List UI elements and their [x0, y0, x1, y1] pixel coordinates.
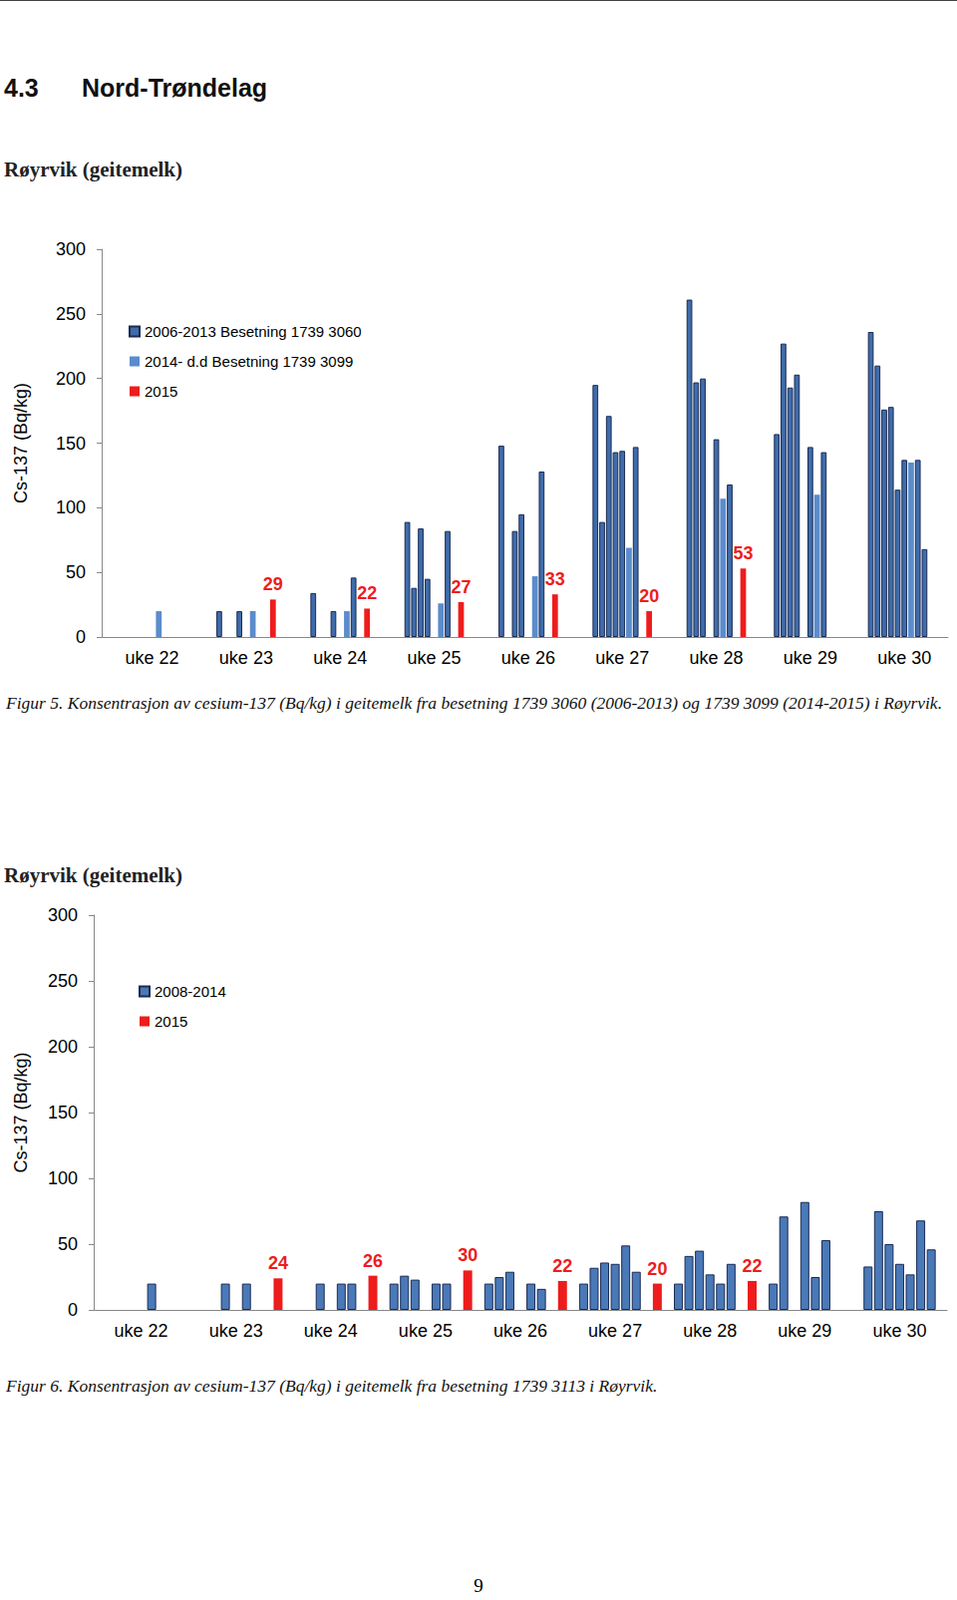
svg-text:2015: 2015	[154, 1012, 188, 1030]
html-text:Røyrvik (geitemelk): Røyrvik (geitemelk)	[3, 157, 183, 182]
svg-text:150: 150	[55, 433, 86, 454]
svg-text:250: 250	[55, 304, 86, 324]
svg-text:26: 26	[362, 1251, 383, 1272]
svg-text:0: 0	[75, 627, 86, 647]
svg-text:uke 28: uke 28	[682, 1320, 737, 1341]
svg-text:200: 200	[47, 1036, 78, 1057]
svg-text:2008-2014: 2008-2014	[154, 982, 227, 1000]
svg-text:uke 25: uke 25	[407, 647, 462, 668]
svg-text:50: 50	[57, 1234, 78, 1255]
svg-text:22: 22	[552, 1256, 573, 1276]
svg-text:300: 300	[47, 905, 78, 926]
svg-text:300: 300	[55, 239, 86, 260]
svg-text:uke 24: uke 24	[313, 647, 367, 668]
html-text:Røyrvik (geitemelk): Røyrvik (geitemelk)	[3, 863, 183, 888]
svg-text:uke 23: uke 23	[209, 1320, 264, 1341]
svg-text:0: 0	[67, 1299, 78, 1320]
svg-text:100: 100	[47, 1168, 78, 1189]
svg-text:22: 22	[356, 583, 377, 604]
svg-text:uke 27: uke 27	[595, 647, 649, 668]
svg-text:24: 24	[268, 1253, 289, 1274]
html-text:Nord-Trøndelag: Nord-Trøndelag	[81, 73, 268, 102]
svg-text:uke 26: uke 26	[493, 1320, 548, 1341]
html-text:9: 9	[473, 1575, 484, 1596]
svg-text:uke 26: uke 26	[501, 647, 556, 668]
svg-text:33: 33	[545, 569, 566, 590]
svg-text:uke 25: uke 25	[398, 1320, 453, 1341]
svg-text:20: 20	[646, 1259, 667, 1279]
svg-text:uke 23: uke 23	[219, 647, 274, 668]
svg-text:27: 27	[450, 577, 471, 598]
svg-text:200: 200	[55, 368, 86, 389]
svg-text:uke 24: uke 24	[304, 1320, 358, 1341]
svg-text:29: 29	[263, 574, 284, 595]
svg-text:250: 250	[47, 970, 78, 991]
svg-text:uke 28: uke 28	[689, 647, 744, 668]
svg-text:30: 30	[457, 1245, 478, 1266]
svg-text:2014- d.d Besetning 1739 3099: 2014- d.d Besetning 1739 3099	[144, 352, 353, 370]
html-text:Figur 5. Konsentrasjon av cesi: Figur 5. Konsentrasjon av cesium-137 (Bq…	[5, 692, 943, 713]
svg-text:uke 29: uke 29	[777, 1320, 832, 1341]
svg-text:50: 50	[65, 562, 86, 583]
html-text:Figur 6. Konsentrasjon av cesi: Figur 6. Konsentrasjon av cesium-137 (Bq…	[5, 1375, 658, 1396]
svg-text:150: 150	[47, 1102, 78, 1123]
svg-text:22: 22	[741, 1256, 762, 1276]
svg-text:20: 20	[638, 586, 659, 607]
svg-text:Cs-137 (Bq/kg): Cs-137 (Bq/kg)	[10, 382, 31, 504]
svg-text:Cs-137 (Bq/kg): Cs-137 (Bq/kg)	[10, 1051, 31, 1173]
svg-text:uke 30: uke 30	[872, 1320, 927, 1341]
svg-text:uke 22: uke 22	[125, 647, 180, 668]
svg-text:53: 53	[732, 543, 753, 564]
svg-text:uke 22: uke 22	[114, 1320, 169, 1341]
svg-text:uke 30: uke 30	[877, 647, 932, 668]
svg-text:100: 100	[55, 497, 86, 518]
svg-text:uke 29: uke 29	[783, 647, 838, 668]
svg-text:2006-2013 Besetning 1739 3060: 2006-2013 Besetning 1739 3060	[144, 322, 362, 340]
svg-text:2015: 2015	[144, 382, 178, 400]
svg-text:uke 27: uke 27	[588, 1320, 642, 1341]
html-text:4.3: 4.3	[3, 73, 39, 102]
